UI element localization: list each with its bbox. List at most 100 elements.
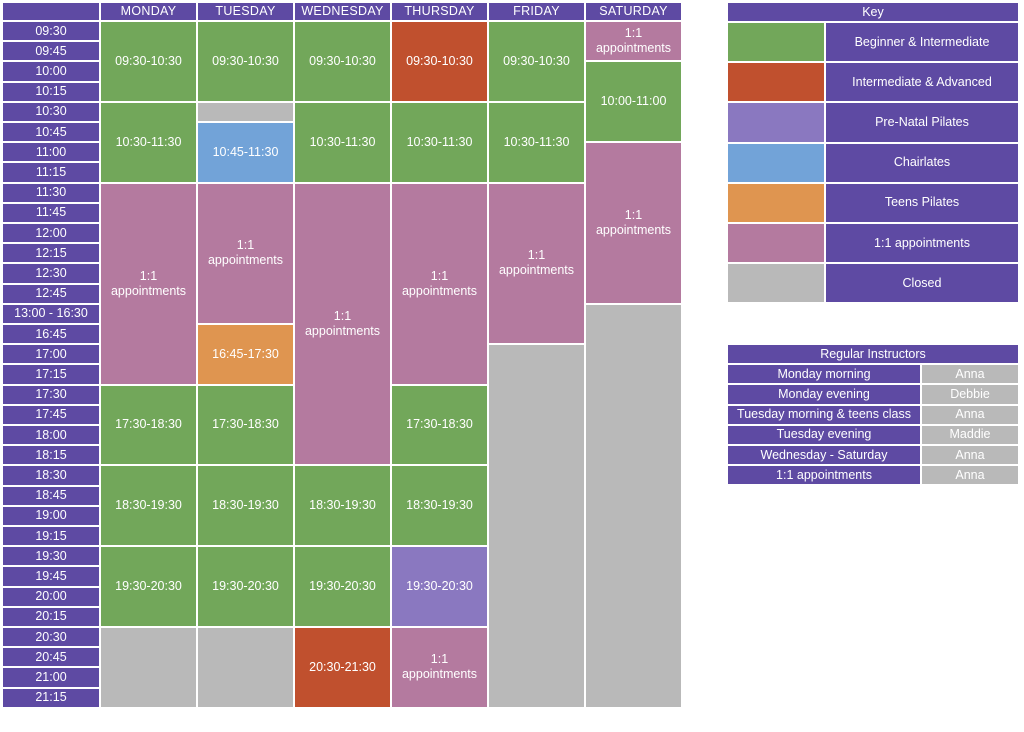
time-label: 11:30 [2, 182, 100, 203]
key-label: Beginner & Intermediate [825, 22, 1019, 63]
time-label: 17:15 [2, 364, 100, 385]
time-label: 20:15 [2, 606, 100, 627]
instructor-name: Anna [921, 445, 1019, 466]
key-title: Key [727, 2, 1019, 22]
key-label: Intermediate & Advanced [825, 62, 1019, 103]
class-session[interactable]: 19:30-20:30 [294, 546, 391, 627]
time-label: 11:00 [2, 142, 100, 163]
time-label: 12:45 [2, 283, 100, 304]
time-label: 13:00 - 16:30 [2, 303, 100, 324]
time-label: 16:45 [2, 324, 100, 345]
time-label: 11:45 [2, 202, 100, 223]
class-session[interactable]: 09:30-10:30 [100, 21, 197, 102]
instructor-slot: Tuesday evening [727, 424, 921, 445]
class-session[interactable]: 10:30-11:30 [391, 101, 488, 183]
class-session[interactable]: 10:30-11:30 [294, 101, 391, 183]
class-session[interactable]: 09:30-10:30 [391, 21, 488, 102]
key-swatch-chairlates [727, 142, 825, 183]
instructor-slot: Wednesday - Saturday [727, 445, 921, 466]
class-session[interactable]: 18:30-19:30 [197, 465, 294, 547]
instructor-name: Maddie [921, 424, 1019, 445]
key-swatch-teens [727, 182, 825, 223]
time-label: 17:00 [2, 344, 100, 365]
appointment-block[interactable]: 1:1 appointments [585, 21, 682, 62]
time-label: 10:00 [2, 61, 100, 82]
appointment-block[interactable]: 1:1 appointments [391, 627, 488, 708]
instructor-name: Anna [921, 465, 1019, 486]
class-session[interactable]: 10:45-11:30 [197, 122, 294, 183]
time-label: 20:00 [2, 586, 100, 607]
day-header-thursday: THURSDAY [391, 2, 488, 21]
key-swatch-prenatal [727, 102, 825, 143]
class-session[interactable]: 18:30-19:30 [391, 465, 488, 547]
key-label: Chairlates [825, 142, 1019, 183]
class-session[interactable]: 10:30-11:30 [488, 101, 585, 183]
time-label: 09:45 [2, 41, 100, 62]
time-label: 12:15 [2, 243, 100, 264]
instructor-slot: Monday morning [727, 364, 921, 385]
closed-block [585, 303, 682, 708]
appointment-block[interactable]: 1:1 appointments [197, 182, 294, 324]
instructors-title: Regular Instructors [727, 344, 1019, 365]
key-swatch-closed [727, 263, 825, 304]
key-label: Closed [825, 263, 1019, 304]
class-session[interactable]: 17:30-18:30 [100, 384, 197, 466]
corner-header [2, 2, 100, 21]
key-label: Pre-Natal Pilates [825, 102, 1019, 143]
time-label: 19:45 [2, 566, 100, 587]
time-label: 20:45 [2, 647, 100, 668]
key-swatch-appt [727, 223, 825, 264]
appointment-block[interactable]: 1:1 appointments [585, 142, 682, 304]
instructor-slot: Tuesday morning & teens class [727, 404, 921, 425]
time-label: 21:15 [2, 687, 100, 708]
time-label: 20:30 [2, 627, 100, 648]
time-label: 19:30 [2, 546, 100, 567]
appointment-block[interactable]: 1:1 appointments [391, 182, 488, 385]
class-session[interactable]: 17:30-18:30 [391, 384, 488, 466]
class-session[interactable]: 18:30-19:30 [100, 465, 197, 547]
class-session[interactable]: 19:30-20:30 [100, 546, 197, 627]
class-session[interactable]: 10:30-11:30 [100, 101, 197, 183]
day-header-wednesday: WEDNESDAY [294, 2, 391, 21]
class-session[interactable]: 16:45-17:30 [197, 324, 294, 385]
class-session[interactable]: 09:30-10:30 [197, 21, 294, 102]
key-swatch-beginner [727, 22, 825, 63]
time-label: 12:00 [2, 223, 100, 244]
closed-block [100, 627, 197, 708]
appointment-block[interactable]: 1:1 appointments [100, 182, 197, 385]
day-header-tuesday: TUESDAY [197, 2, 294, 21]
time-label: 10:30 [2, 101, 100, 122]
instructor-slot: Monday evening [727, 384, 921, 405]
day-header-saturday: SATURDAY [585, 2, 682, 21]
closed-block [488, 344, 585, 708]
appointment-block[interactable]: 1:1 appointments [294, 182, 391, 466]
time-label: 11:15 [2, 162, 100, 183]
time-label: 18:45 [2, 485, 100, 506]
time-label: 18:00 [2, 425, 100, 446]
instructor-name: Anna [921, 404, 1019, 425]
time-label: 17:45 [2, 404, 100, 425]
time-label: 09:30 [2, 21, 100, 42]
time-label: 19:00 [2, 505, 100, 526]
time-label: 18:15 [2, 445, 100, 466]
day-header-friday: FRIDAY [488, 2, 585, 21]
time-label: 17:30 [2, 384, 100, 405]
instructor-slot: 1:1 appointments [727, 465, 921, 486]
class-session[interactable]: 17:30-18:30 [197, 384, 294, 466]
time-label: 18:30 [2, 465, 100, 486]
class-session[interactable]: 09:30-10:30 [294, 21, 391, 102]
key-label: 1:1 appointments [825, 223, 1019, 264]
time-label: 12:30 [2, 263, 100, 284]
class-session[interactable]: 19:30-20:30 [391, 546, 488, 627]
day-header-monday: MONDAY [100, 2, 197, 21]
class-session[interactable]: 20:30-21:30 [294, 627, 391, 708]
class-session[interactable]: 18:30-19:30 [294, 465, 391, 547]
appointment-block[interactable]: 1:1 appointments [488, 182, 585, 345]
class-session[interactable]: 09:30-10:30 [488, 21, 585, 102]
time-label: 19:15 [2, 526, 100, 547]
class-session[interactable]: 10:00-11:00 [585, 61, 682, 143]
instructor-name: Anna [921, 364, 1019, 385]
closed-block [197, 101, 294, 122]
class-session[interactable]: 19:30-20:30 [197, 546, 294, 627]
instructor-name: Debbie [921, 384, 1019, 405]
